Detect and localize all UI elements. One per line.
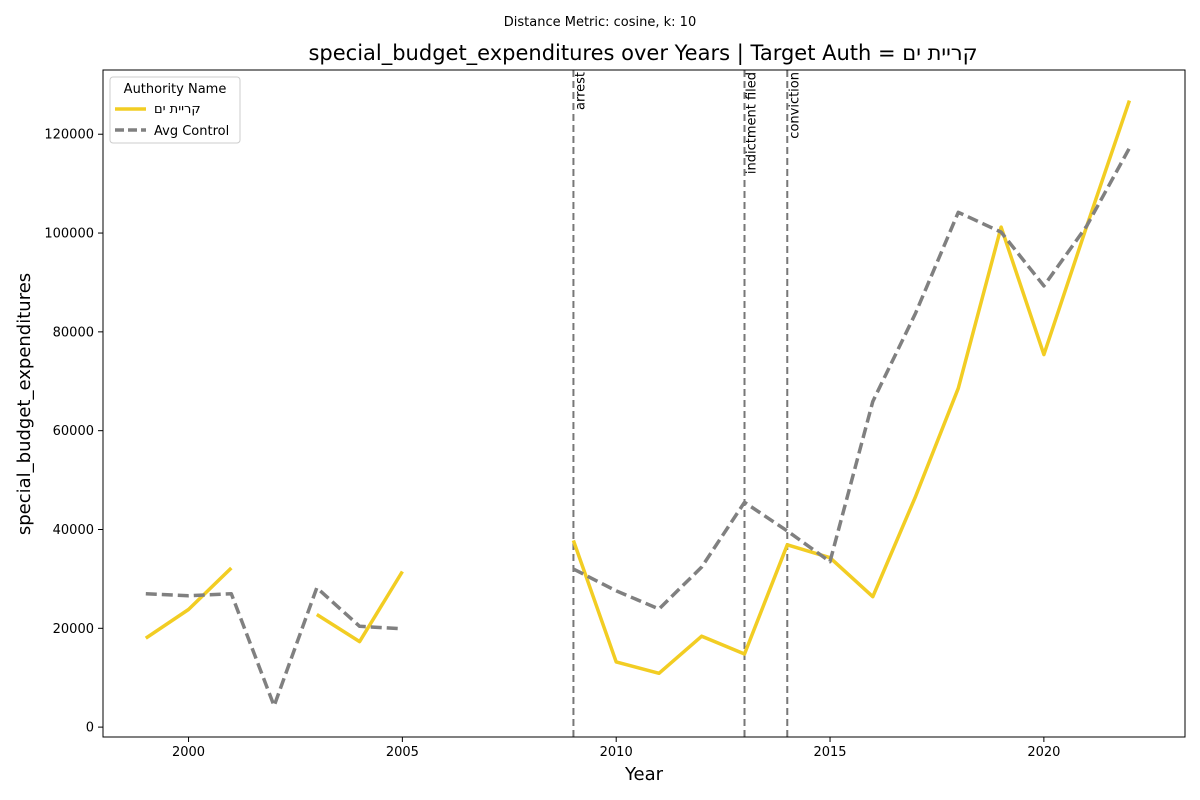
y-axis-ticks: 0 20000 40000 60000 80000 100000 120000	[44, 128, 103, 736]
y-tick-label: 60000	[53, 424, 94, 439]
x-tick-label: 2015	[813, 745, 846, 760]
event-label: arrest	[573, 72, 588, 110]
plot-frame	[102, 69, 1186, 738]
legend-label-target: קריית ים	[154, 102, 201, 117]
y-tick-label: 80000	[53, 325, 94, 340]
event-label: indictment filed	[745, 72, 760, 174]
series-lines	[144, 100, 1132, 708]
legend-title: Authority Name	[124, 82, 227, 97]
y-axis-title: special_budget_expenditures	[14, 273, 35, 535]
series-line-1	[145, 147, 1131, 708]
legend: Authority Name קריית ים Avg Control	[109, 76, 241, 144]
x-tick-label: 2005	[386, 745, 419, 760]
y-tick-label: 0	[86, 721, 94, 736]
x-axis-ticks: 2000 2005 2010 2015 2020	[172, 737, 1060, 760]
suptitle: Distance Metric: cosine, k: 10	[504, 15, 696, 30]
x-tick-label: 2020	[1027, 745, 1060, 760]
x-tick-label: 2010	[600, 745, 633, 760]
event-lines: arrest indictment filed conviction	[572, 70, 802, 737]
y-tick-label: 120000	[44, 128, 94, 143]
y-tick-label: 100000	[44, 227, 94, 242]
chart-title: special_budget_expenditures over Years |…	[308, 41, 977, 66]
x-tick-label: 2000	[172, 745, 205, 760]
event-label: conviction	[787, 72, 802, 139]
y-tick-label: 20000	[53, 622, 94, 637]
series-line-0	[144, 100, 1132, 676]
legend-label-control: Avg Control	[154, 124, 229, 139]
y-tick-label: 40000	[53, 523, 94, 538]
legend-box	[109, 76, 241, 144]
x-axis-title: Year	[624, 764, 664, 785]
